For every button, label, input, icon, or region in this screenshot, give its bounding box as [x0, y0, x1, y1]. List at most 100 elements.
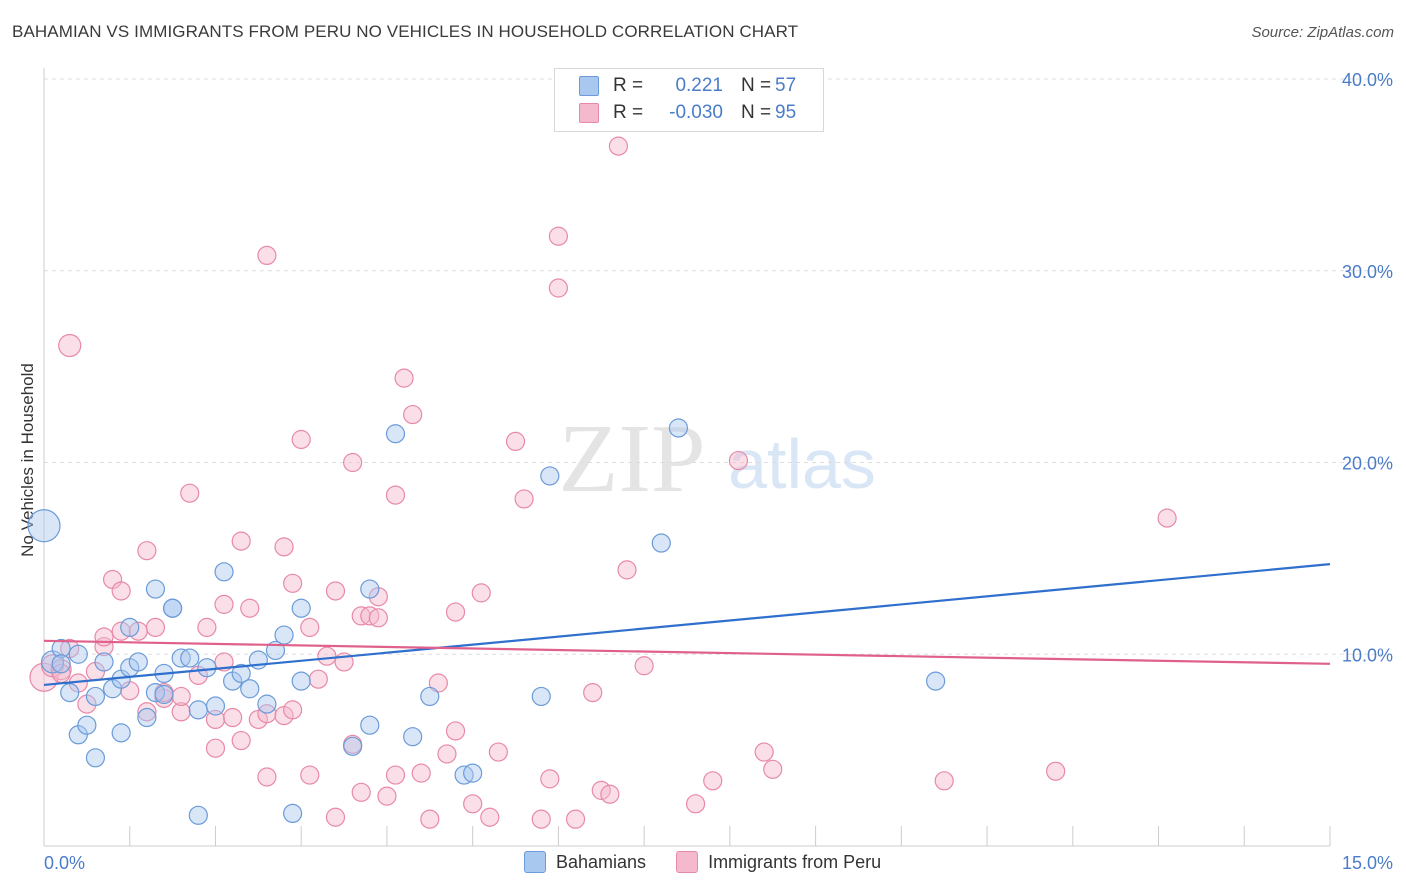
- legend-swatch-blue: [579, 76, 599, 96]
- x-tick-label: 0.0%: [44, 853, 85, 873]
- bahamian-point: [77, 715, 97, 735]
- legend-swatch-bahamians: [524, 851, 546, 873]
- bahamian-point: [51, 638, 71, 659]
- watermark-atlas: atlas: [728, 425, 876, 503]
- peru-point: [137, 702, 157, 722]
- bahamian-point: [205, 696, 226, 716]
- bahamian-point: [463, 763, 483, 783]
- peru-point: [385, 765, 406, 785]
- peru-point: [343, 452, 363, 473]
- peru-point: [437, 744, 457, 764]
- trend-lines: [43, 563, 1331, 687]
- peru-point: [703, 771, 723, 791]
- peru-point: [205, 738, 226, 758]
- bahamian-point: [926, 671, 946, 691]
- legend-item-bahamians[interactable]: Bahamians: [524, 851, 646, 873]
- bahamian-point: [291, 598, 311, 618]
- peru-point: [514, 489, 534, 509]
- peru-point: [754, 742, 774, 762]
- peru-point: [214, 652, 234, 672]
- legend-swatch-pink: [579, 103, 599, 123]
- bahamian-point: [197, 658, 217, 678]
- peru-point: [583, 682, 603, 703]
- peru-point: [180, 483, 200, 503]
- peru-point: [257, 245, 277, 266]
- peru-point: [548, 226, 569, 246]
- peru-point: [480, 807, 500, 827]
- peru-point: [428, 673, 448, 693]
- watermark: ZIP atlas: [559, 405, 876, 513]
- bahamian-trend-line: [43, 563, 1331, 687]
- series-legend: Bahamians Immigrants from Peru: [524, 851, 911, 873]
- bahamian-point: [188, 805, 208, 825]
- bahamian-point: [137, 707, 157, 728]
- bahamian-point: [214, 562, 234, 582]
- peru-point: [685, 794, 706, 814]
- peru-point: [420, 809, 440, 829]
- tick-labels: 10.0% 20.0% 30.0% 40.0% 0.0% 15.0%: [44, 70, 1393, 873]
- peru-point: [111, 581, 131, 601]
- bahamian-point: [188, 700, 208, 720]
- legend-r-value: 0.221: [675, 75, 723, 96]
- bahamian-point: [85, 748, 106, 768]
- bahamian-point: [60, 682, 80, 703]
- peru-point: [214, 594, 234, 614]
- peru-point: [471, 583, 491, 603]
- peru-point: [300, 617, 320, 638]
- peru-point: [1046, 761, 1066, 781]
- legend-r-label: R =: [613, 102, 644, 123]
- bahamian-point: [27, 509, 61, 543]
- peru-point: [463, 794, 483, 814]
- bahamian-point: [120, 617, 140, 638]
- bahamian-point: [274, 625, 294, 645]
- legend-item-peru[interactable]: Immigrants from Peru: [676, 851, 881, 873]
- peru-point: [934, 771, 954, 791]
- peru-point: [368, 608, 388, 628]
- legend-n-value: 95: [775, 102, 797, 123]
- bahamian-point: [128, 652, 148, 672]
- legend-row-bahamians: R = 0.221 N = 57: [555, 73, 796, 99]
- peru-point: [540, 769, 560, 789]
- peru-point: [283, 700, 303, 720]
- peru-point: [197, 617, 217, 638]
- legend-row-peru: R = -0.030 N = 95: [555, 100, 796, 126]
- bahamian-point: [51, 654, 71, 674]
- peru-point: [308, 669, 328, 689]
- bahamian-point: [403, 727, 423, 747]
- peru-point: [240, 598, 260, 618]
- bahamian-point: [360, 579, 380, 599]
- legend-r-value: -0.030: [669, 102, 723, 123]
- peru-point: [325, 581, 346, 601]
- peru-point: [205, 709, 226, 730]
- peru-point: [231, 730, 251, 751]
- peru-point: [300, 765, 320, 785]
- legend-n-label: N =: [741, 102, 772, 123]
- peru-point: [223, 707, 243, 728]
- peru-point: [58, 333, 82, 358]
- bahamian-point: [240, 679, 260, 699]
- peru-point: [291, 429, 311, 450]
- peru-point: [231, 531, 251, 551]
- chart-title: BAHAMIAN VS IMMIGRANTS FROM PERU NO VEHI…: [12, 22, 799, 41]
- peru-point: [445, 602, 466, 622]
- bahamian-point: [68, 644, 88, 664]
- peru-point: [145, 617, 166, 638]
- peru-point: [137, 541, 157, 561]
- peru-point: [531, 809, 551, 829]
- peru-point: [377, 786, 397, 806]
- bahamian-point: [531, 686, 551, 707]
- peru-point: [488, 742, 508, 762]
- bahamian-point: [94, 652, 114, 672]
- axes: [43, 68, 1331, 847]
- y-tick-label: 30.0%: [1342, 262, 1393, 282]
- peru-point: [171, 702, 191, 722]
- bahamian-point: [111, 723, 131, 743]
- peru-point: [317, 646, 337, 666]
- bahamian-point: [231, 663, 251, 684]
- y-tick-label: 20.0%: [1342, 454, 1393, 474]
- peru-point: [634, 656, 654, 676]
- peru-point: [445, 721, 466, 741]
- peru-point: [385, 485, 406, 505]
- peru-point: [548, 278, 569, 298]
